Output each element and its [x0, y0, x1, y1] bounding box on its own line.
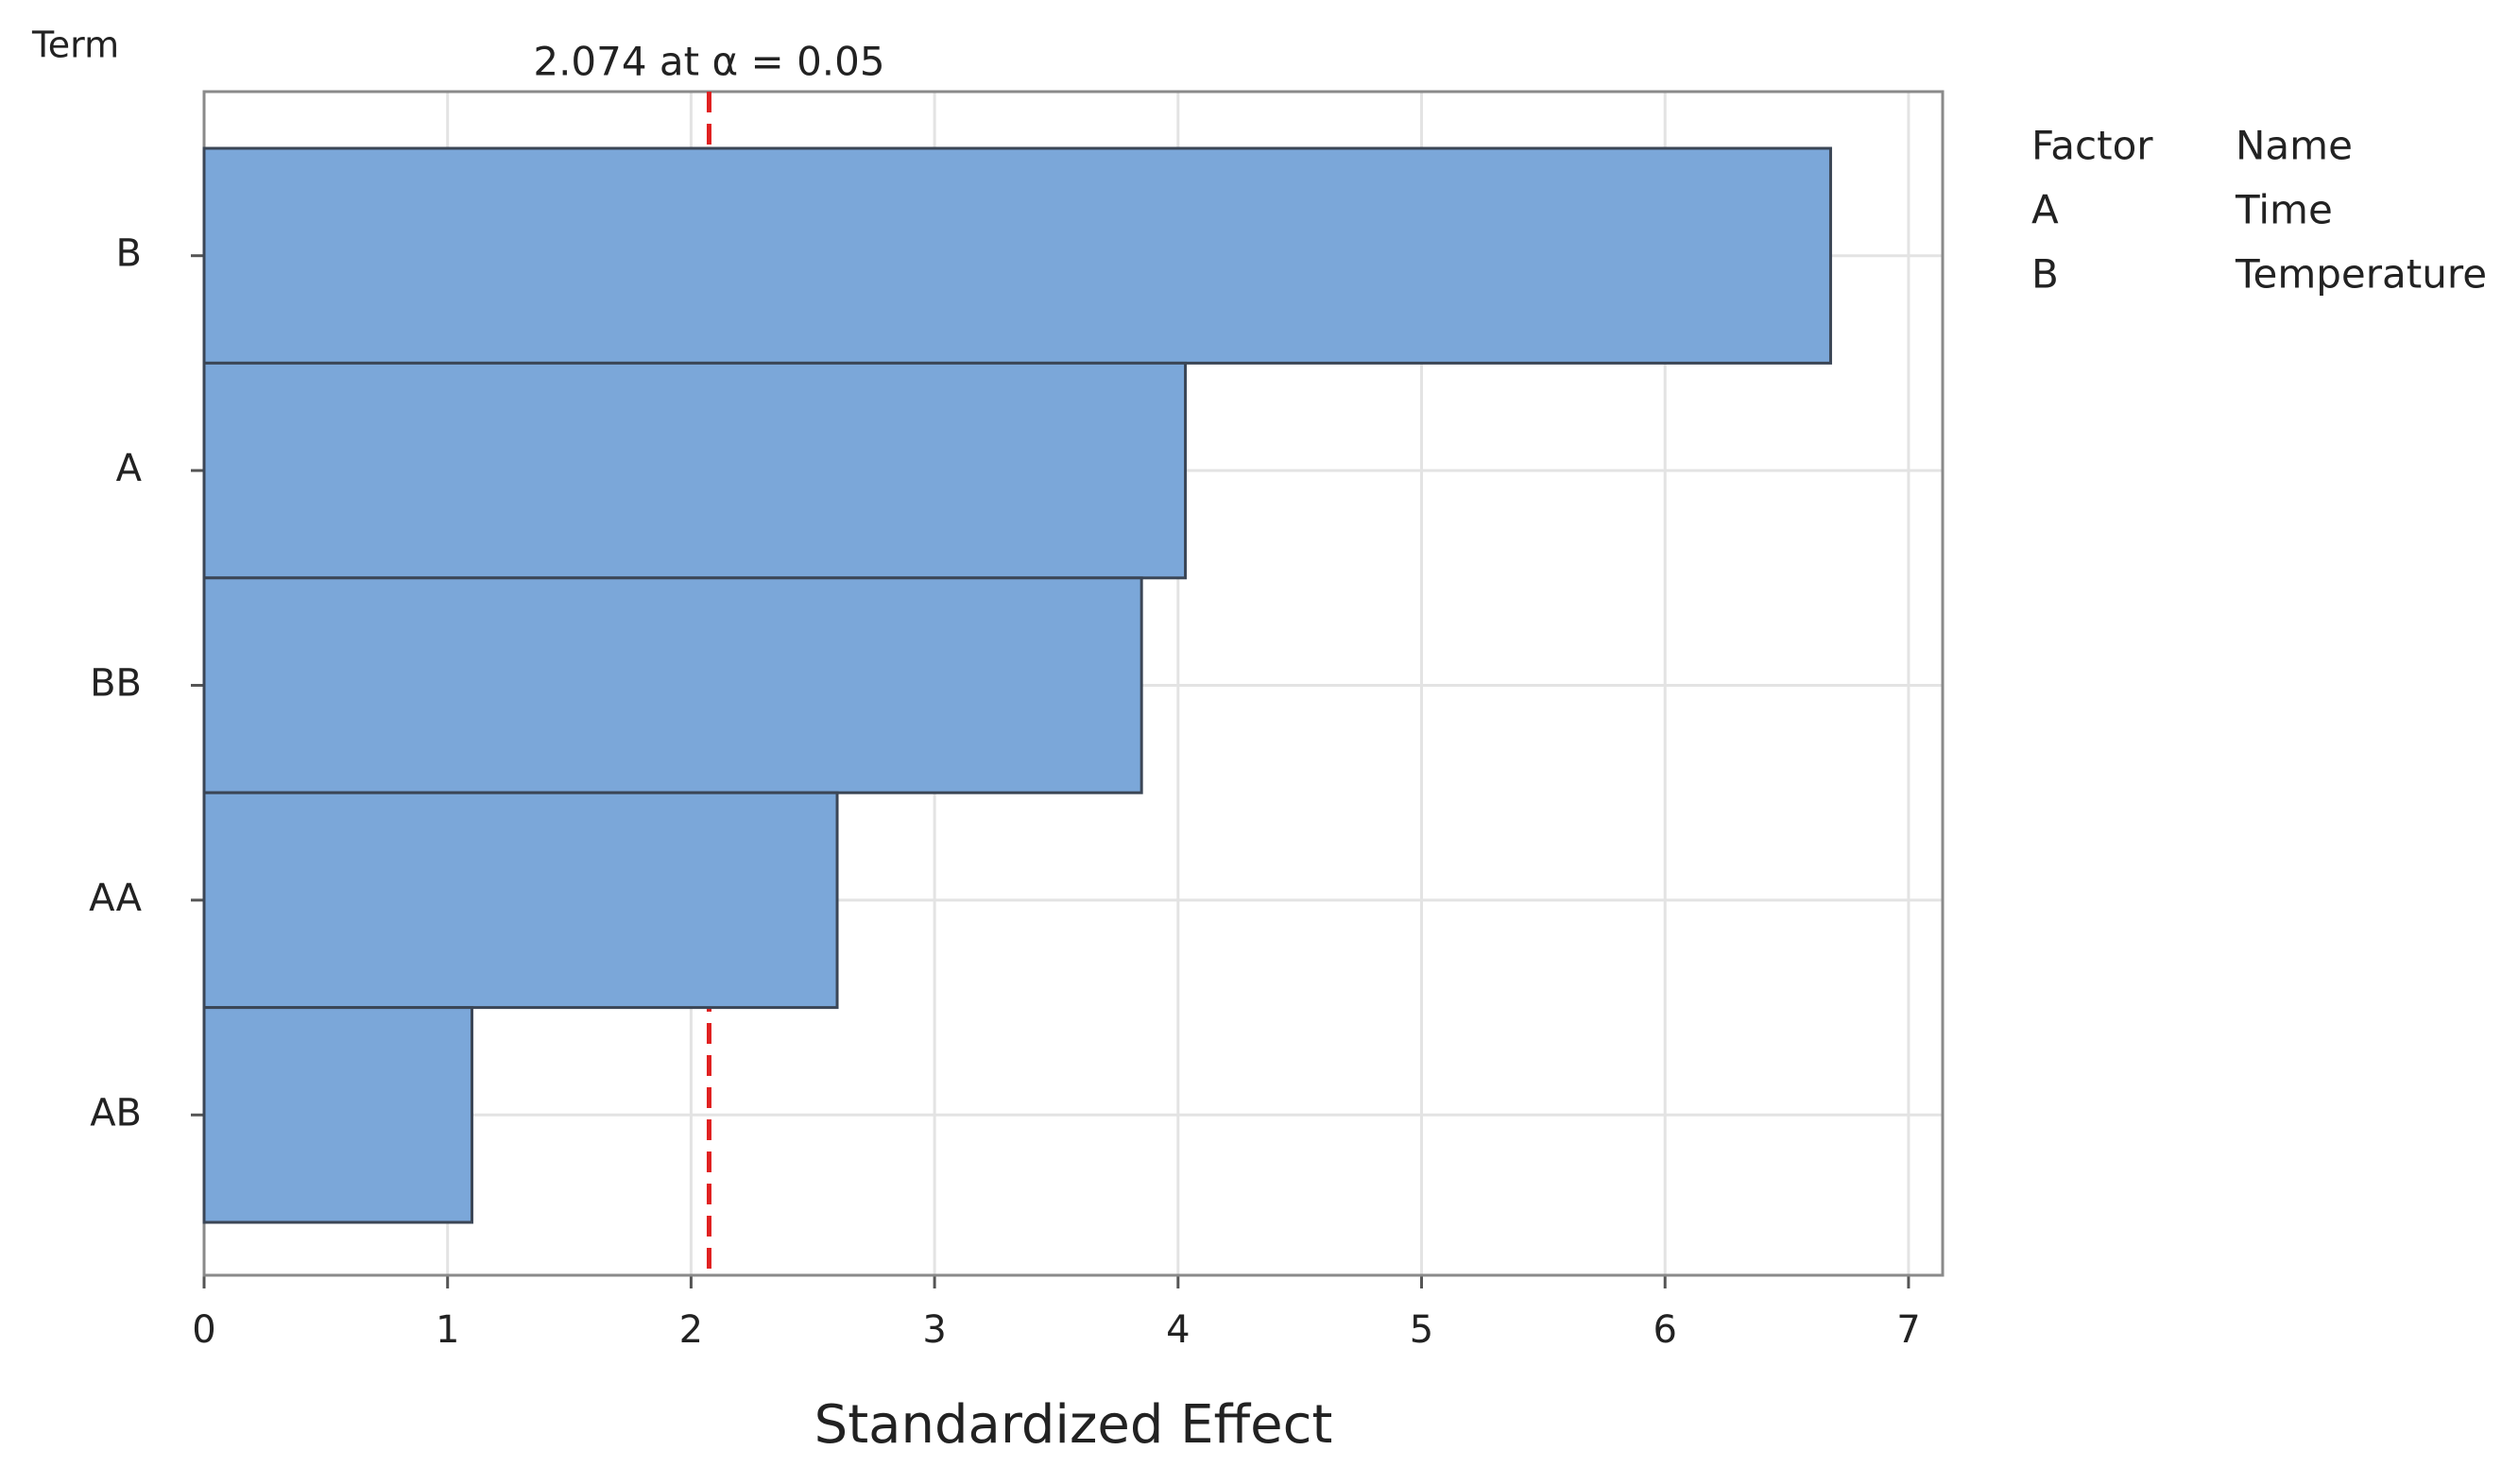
y-tick-label: AB — [90, 1091, 142, 1134]
reference-label: 2.074 at α = 0.05 — [533, 39, 884, 85]
x-tick-label: 1 — [436, 1308, 459, 1352]
table-cell: Time — [2235, 187, 2333, 233]
table-header: Factor — [2031, 123, 2153, 169]
x-tick-label: 6 — [1653, 1308, 1676, 1352]
y-axis-label: Term — [31, 25, 119, 66]
x-axis-label: Standardized Effect — [814, 1394, 1333, 1456]
table-cell: B — [2031, 251, 2059, 298]
x-tick-label: 0 — [192, 1308, 215, 1352]
table-cell: Temperature — [2235, 251, 2487, 298]
x-tick-label: 4 — [1166, 1308, 1190, 1352]
x-tick-label: 3 — [922, 1308, 946, 1352]
table-header: Name — [2236, 123, 2353, 169]
bar — [202, 146, 1832, 365]
x-tick-label: 2 — [679, 1308, 703, 1352]
bar — [202, 361, 1188, 580]
x-tick-label: 5 — [1410, 1308, 1433, 1352]
y-tick-label: BB — [90, 662, 142, 706]
y-tick-label: A — [116, 447, 143, 490]
x-tick-label: 7 — [1896, 1308, 1920, 1352]
bar — [202, 1006, 473, 1224]
y-tick-label: B — [116, 232, 142, 276]
bar — [202, 791, 839, 1010]
table-cell: A — [2031, 187, 2059, 233]
bar — [202, 576, 1143, 794]
y-tick-label: AA — [89, 877, 142, 920]
